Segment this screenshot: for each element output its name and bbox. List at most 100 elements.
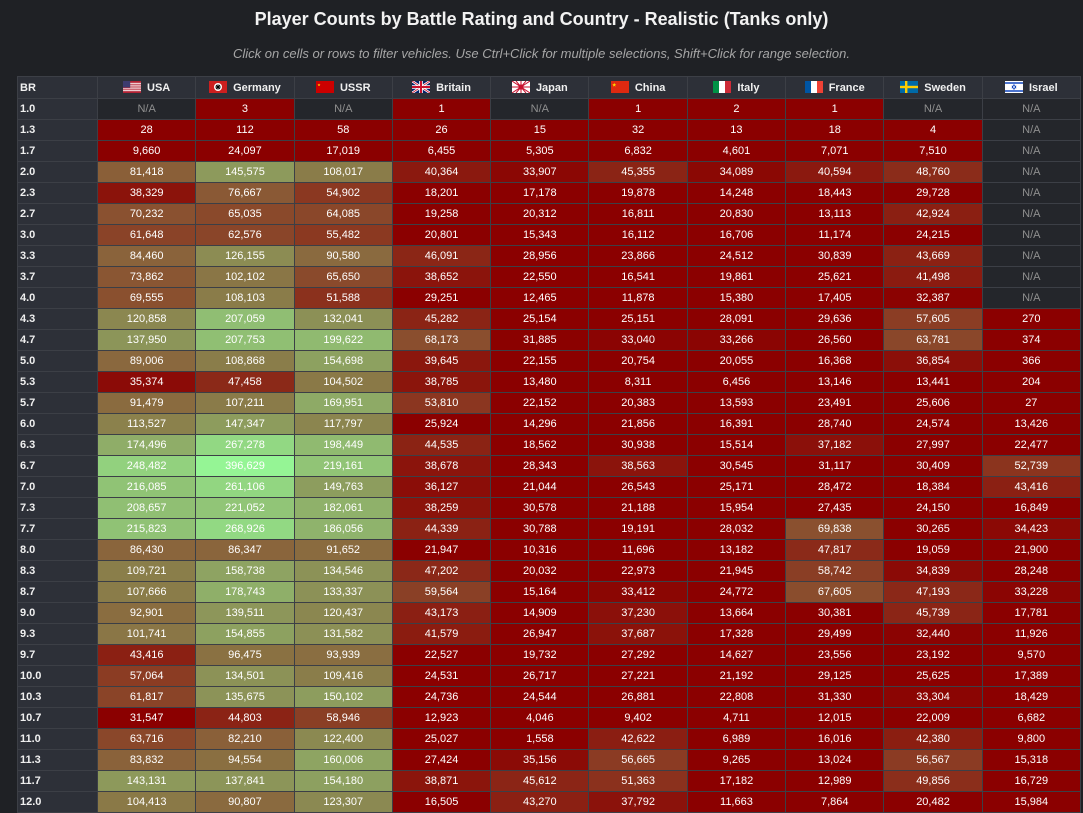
heatmap-cell[interactable]: 158,738 bbox=[195, 560, 295, 582]
heatmap-cell[interactable]: N/A bbox=[981, 203, 1081, 225]
heatmap-cell[interactable]: 27,424 bbox=[391, 749, 492, 771]
heatmap-cell[interactable]: 21,044 bbox=[490, 476, 590, 498]
heatmap-cell[interactable]: 31,547 bbox=[96, 707, 197, 729]
heatmap-cell[interactable]: 1 bbox=[391, 98, 492, 120]
heatmap-cell[interactable]: 16,112 bbox=[588, 224, 688, 246]
heatmap-cell[interactable]: 174,496 bbox=[96, 434, 197, 456]
heatmap-cell[interactable]: 38,563 bbox=[588, 455, 688, 477]
heatmap-cell[interactable]: 29,636 bbox=[785, 308, 885, 330]
heatmap-cell[interactable]: 47,817 bbox=[785, 539, 885, 561]
heatmap-cell[interactable]: 84,460 bbox=[96, 245, 197, 267]
heatmap-cell[interactable]: 215,823 bbox=[96, 518, 197, 540]
heatmap-cell[interactable]: 15,380 bbox=[686, 287, 787, 309]
heatmap-cell[interactable]: 17,178 bbox=[490, 182, 590, 204]
heatmap-cell[interactable]: 35,374 bbox=[96, 371, 197, 393]
heatmap-cell[interactable]: 13,593 bbox=[686, 392, 787, 414]
table-row[interactable]: 11.7 143,131 137,841 154,180 38,871 45,612 51,… bbox=[17, 770, 1081, 792]
heatmap-cell[interactable]: 30,788 bbox=[490, 518, 590, 540]
heatmap-cell[interactable]: 32,387 bbox=[883, 287, 983, 309]
heatmap-cell[interactable]: 6,832 bbox=[588, 140, 688, 162]
table-row[interactable]: 6.7 248,482 396,629 219,161 38,678 28,343 38,5… bbox=[17, 455, 1081, 477]
br-row-header[interactable]: 2.3 bbox=[17, 182, 98, 204]
column-header-italy[interactable]: Italy bbox=[686, 76, 787, 99]
heatmap-cell[interactable]: 4,711 bbox=[686, 707, 787, 729]
heatmap-cell[interactable]: 12,923 bbox=[391, 707, 492, 729]
heatmap-cell[interactable]: 33,304 bbox=[883, 686, 983, 708]
heatmap-cell[interactable]: 15,984 bbox=[981, 791, 1081, 813]
heatmap-cell[interactable]: 28,472 bbox=[785, 476, 885, 498]
heatmap-cell[interactable]: 30,545 bbox=[686, 455, 787, 477]
heatmap-cell[interactable]: 25,151 bbox=[588, 308, 688, 330]
br-row-header[interactable]: 3.3 bbox=[17, 245, 98, 267]
heatmap-cell[interactable]: 133,337 bbox=[293, 581, 393, 603]
heatmap-cell[interactable]: 26,717 bbox=[490, 665, 590, 687]
br-row-header[interactable]: 3.0 bbox=[17, 224, 98, 246]
heatmap-cell[interactable]: 23,192 bbox=[883, 644, 983, 666]
heatmap-cell[interactable]: 16,849 bbox=[981, 497, 1081, 519]
table-row[interactable]: 7.0 216,085 261,106 149,763 36,127 21,044 26,5… bbox=[17, 476, 1081, 498]
column-header-israel[interactable]: Israel bbox=[981, 76, 1081, 99]
heatmap-cell[interactable]: 12,015 bbox=[785, 707, 885, 729]
heatmap-cell[interactable]: 20,055 bbox=[686, 350, 787, 372]
heatmap-cell[interactable]: 17,019 bbox=[293, 140, 393, 162]
heatmap-cell[interactable]: 43,416 bbox=[981, 476, 1081, 498]
table-row[interactable]: 3.7 73,862 102,102 65,650 38,652 22,550 16,541… bbox=[17, 266, 1081, 288]
heatmap-cell[interactable]: 36,127 bbox=[391, 476, 492, 498]
heatmap-cell[interactable]: 28,248 bbox=[981, 560, 1081, 582]
heatmap-cell[interactable]: 23,866 bbox=[588, 245, 688, 267]
heatmap-cell[interactable]: 45,355 bbox=[588, 161, 688, 183]
heatmap-cell[interactable]: 37,687 bbox=[588, 623, 688, 645]
heatmap-cell[interactable]: 16,541 bbox=[588, 266, 688, 288]
heatmap-cell[interactable]: 25,154 bbox=[490, 308, 590, 330]
heatmap-cell[interactable]: 109,721 bbox=[96, 560, 197, 582]
heatmap-cell[interactable]: 28,956 bbox=[490, 245, 590, 267]
heatmap-cell[interactable]: 107,666 bbox=[96, 581, 197, 603]
table-row[interactable]: 6.3 174,496 267,278 198,449 44,535 18,562 30,9… bbox=[17, 434, 1081, 456]
heatmap-cell[interactable]: 26,543 bbox=[588, 476, 688, 498]
heatmap-cell[interactable]: 5,305 bbox=[490, 140, 590, 162]
table-row[interactable]: 12.0 104,413 90,807 123,307 16,505 43,270 37,7… bbox=[17, 791, 1081, 813]
br-row-header[interactable]: 5.3 bbox=[17, 371, 98, 393]
heatmap-cell[interactable]: 91,652 bbox=[293, 539, 393, 561]
heatmap-cell[interactable]: 64,085 bbox=[293, 203, 393, 225]
heatmap-cell[interactable]: 52,739 bbox=[981, 455, 1081, 477]
column-header-japan[interactable]: Japan bbox=[490, 76, 590, 99]
heatmap-cell[interactable]: 58,742 bbox=[785, 560, 885, 582]
br-row-header[interactable]: 6.3 bbox=[17, 434, 98, 456]
heatmap-cell[interactable]: 76,667 bbox=[195, 182, 295, 204]
table-row[interactable]: 10.3 61,817 135,675 150,102 24,736 24,544 26,8… bbox=[17, 686, 1081, 708]
heatmap-cell[interactable]: 20,482 bbox=[883, 791, 983, 813]
heatmap-cell[interactable]: 34,089 bbox=[686, 161, 787, 183]
heatmap-cell[interactable]: 43,669 bbox=[883, 245, 983, 267]
heatmap-cell[interactable]: 45,282 bbox=[391, 308, 492, 330]
heatmap-cell[interactable]: 145,575 bbox=[195, 161, 295, 183]
table-row[interactable]: 2.0 81,418 145,575 108,017 40,364 33,907 45,35… bbox=[17, 161, 1081, 183]
heatmap-cell[interactable]: 30,938 bbox=[588, 434, 688, 456]
heatmap-cell[interactable]: 69,555 bbox=[96, 287, 197, 309]
heatmap-cell[interactable]: 134,546 bbox=[293, 560, 393, 582]
br-row-header[interactable]: 1.7 bbox=[17, 140, 98, 162]
heatmap-cell[interactable]: 33,228 bbox=[981, 581, 1081, 603]
heatmap-cell[interactable]: 30,839 bbox=[785, 245, 885, 267]
heatmap-cell[interactable]: 37,792 bbox=[588, 791, 688, 813]
heatmap-cell[interactable]: 25,924 bbox=[391, 413, 492, 435]
heatmap-cell[interactable]: 28,032 bbox=[686, 518, 787, 540]
heatmap-cell[interactable]: 65,035 bbox=[195, 203, 295, 225]
heatmap-cell[interactable]: 86,347 bbox=[195, 539, 295, 561]
heatmap-cell[interactable]: 7,864 bbox=[785, 791, 885, 813]
heatmap-cell[interactable]: 13 bbox=[686, 119, 787, 141]
heatmap-cell[interactable]: 30,578 bbox=[490, 497, 590, 519]
heatmap-cell[interactable]: 108,103 bbox=[195, 287, 295, 309]
heatmap-cell[interactable]: 17,328 bbox=[686, 623, 787, 645]
heatmap-cell[interactable]: 31,117 bbox=[785, 455, 885, 477]
heatmap-cell[interactable]: 40,364 bbox=[391, 161, 492, 183]
br-row-header[interactable]: 9.3 bbox=[17, 623, 98, 645]
heatmap-cell[interactable]: 11,696 bbox=[588, 539, 688, 561]
br-row-header[interactable]: 10.0 bbox=[17, 665, 98, 687]
heatmap-cell[interactable]: 61,648 bbox=[96, 224, 197, 246]
heatmap-cell[interactable]: 7,510 bbox=[883, 140, 983, 162]
heatmap-cell[interactable]: 91,479 bbox=[96, 392, 197, 414]
heatmap-cell[interactable]: 30,409 bbox=[883, 455, 983, 477]
heatmap-cell[interactable]: 96,475 bbox=[195, 644, 295, 666]
heatmap-cell[interactable]: 14,296 bbox=[490, 413, 590, 435]
